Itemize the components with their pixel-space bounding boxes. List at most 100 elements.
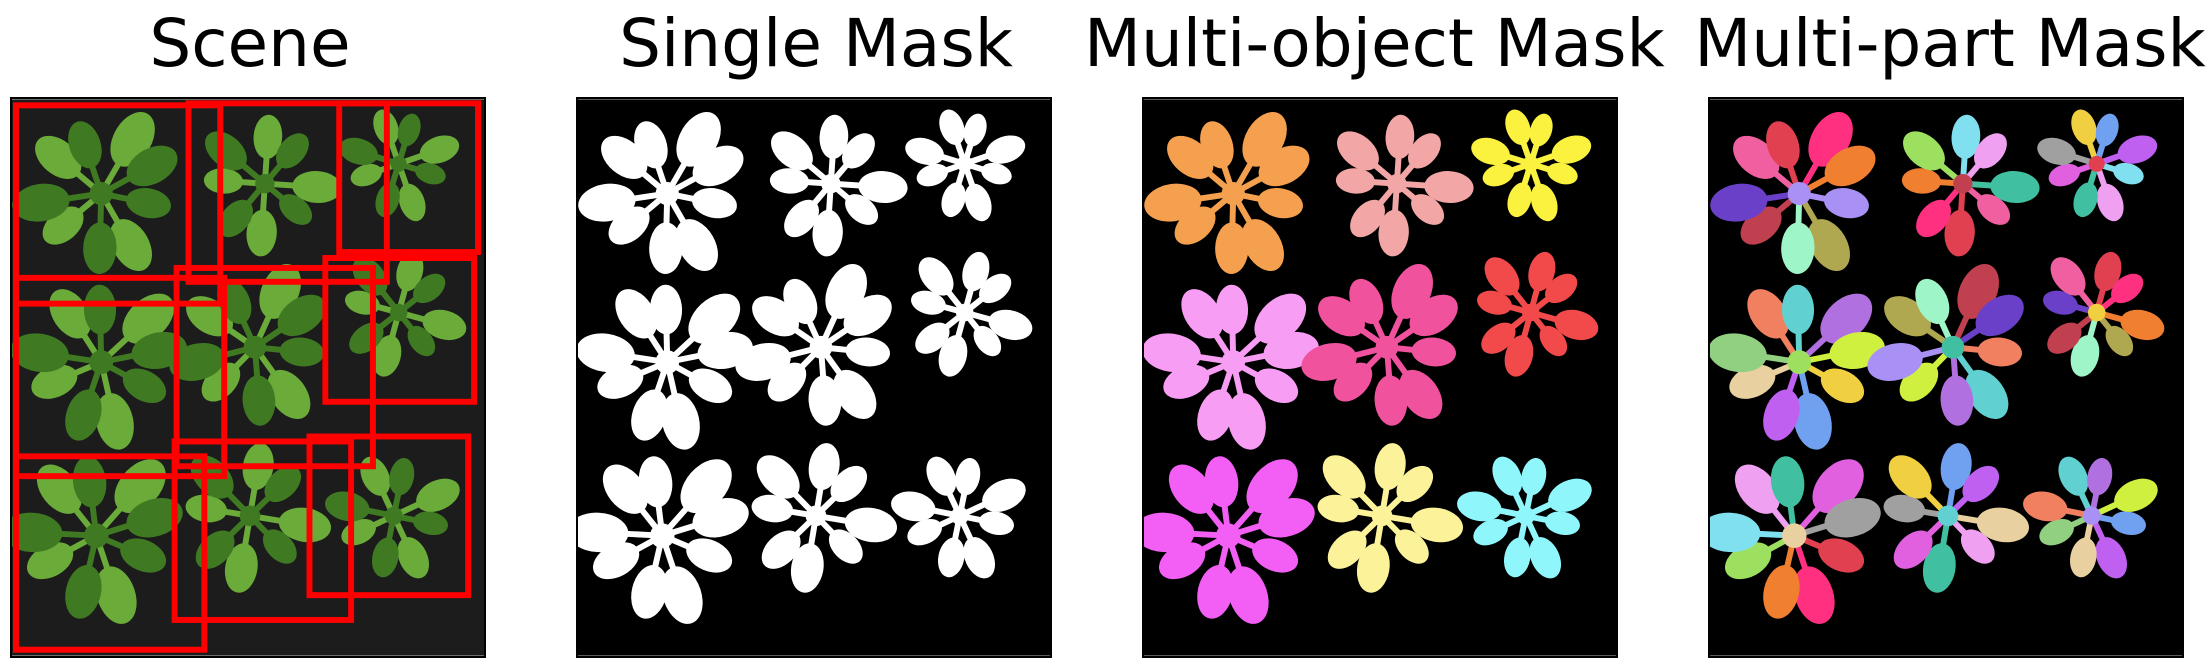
leaf [2039,518,2074,546]
rosette-center [1375,335,1399,359]
leaf [1734,464,1780,514]
leaf [2113,162,2144,185]
leaf [276,133,309,169]
leaf [1962,465,2000,503]
leaf [1807,219,1850,272]
single-mask-image [578,99,1050,656]
leaf [1254,293,1307,344]
leaf [578,183,636,222]
leaf [1200,121,1234,169]
leaf [910,290,946,315]
leaf [1301,342,1357,381]
leaf [1539,325,1568,357]
leaf [397,537,430,579]
leaf [1990,171,2040,204]
leaf [12,333,69,373]
leaf [12,183,70,222]
plant-8 [1317,443,1464,593]
leaf [963,537,996,579]
leaf [1976,507,2030,543]
leaf [955,457,981,496]
leaf [1820,368,1865,404]
rosette-center [809,335,833,359]
leaf [751,494,794,523]
leaf [2110,273,2144,304]
leaf [72,456,107,508]
leaf [964,183,992,222]
leaf [2050,257,2086,296]
leaf [1317,494,1360,523]
leaf [1322,455,1366,499]
leaf [1385,114,1415,159]
leaf [1747,289,1789,339]
leaf [1893,530,1933,569]
leaf [905,137,944,165]
leaf [1335,168,1376,194]
leaf [122,368,167,404]
leaf [1374,375,1408,426]
leaf [95,566,137,624]
plant-3 [2037,109,2158,222]
leaf [264,465,302,503]
leaf [2096,183,2124,222]
leaf [371,537,399,578]
leaf [2087,457,2113,496]
leaf [819,114,849,159]
leaf [1544,273,1578,304]
leaf [631,565,668,619]
rosette-center [1221,181,1245,206]
leaf [692,145,744,187]
leaf [808,375,842,426]
leaf [1818,538,1865,573]
leaf [1901,168,1942,194]
leaf [169,342,225,381]
leaf [2023,491,2068,522]
leaf [1944,209,1975,257]
leaf [691,188,737,219]
leaf [602,464,648,514]
bounding-box-3 [336,100,482,256]
leaf [962,251,990,292]
leaf [1824,497,1881,538]
leaf [578,512,629,553]
leaf [2071,109,2097,145]
leaf [1396,465,1434,503]
plant-2 [1335,114,1474,257]
leaf [761,530,801,569]
leaf [253,114,283,159]
leaf [985,135,1026,164]
leaf [2095,537,2128,579]
leaf [830,465,868,503]
rosette-center [1522,155,1539,172]
plant-5 [735,263,892,426]
leaf [784,199,819,238]
leaf [277,294,326,337]
leaf [2058,456,2089,496]
plant-9 [891,456,1026,579]
leaf [938,335,968,377]
rosette-center [2087,303,2106,322]
leaf [688,368,733,404]
rosette-center [84,523,109,548]
leaf [1337,131,1379,171]
plant-6 [910,251,1033,377]
rosette-center [2088,155,2105,172]
rosette-center [255,173,275,194]
leaf [1763,565,1800,619]
leaf [1548,478,1592,512]
leaf [631,389,668,441]
leaf [845,337,891,367]
leaf [65,389,102,441]
multi-part-mask-image [1710,99,2182,656]
leaf [224,543,258,593]
leaf [937,537,965,578]
leaf [1378,209,1409,257]
rosette-center [655,350,680,374]
leaf [1503,537,1531,578]
leaf [2070,335,2100,377]
leaf [808,443,840,490]
leaf [1424,171,1474,204]
leaf [1258,145,1310,187]
rosette-center [1937,505,1959,527]
leaf [1529,113,1553,147]
